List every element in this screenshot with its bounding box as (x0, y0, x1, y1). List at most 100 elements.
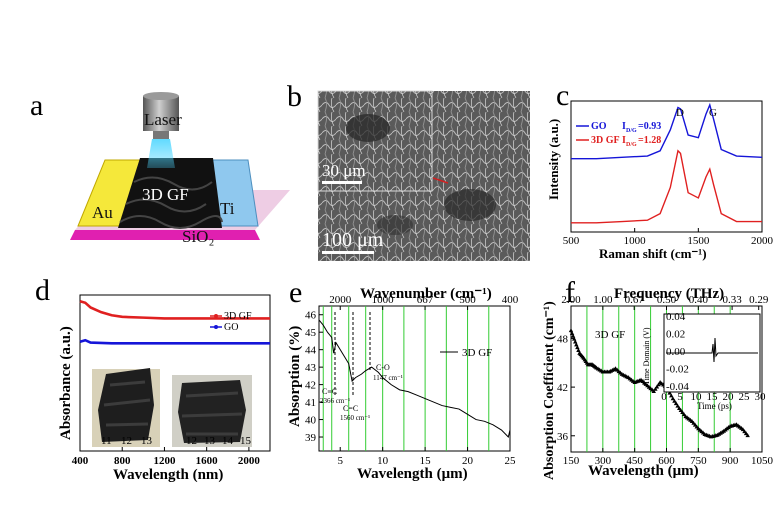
raman-legend-gf-val: =1.28 (638, 135, 661, 146)
raman-legend-go-i: I (622, 121, 626, 132)
absorption-series-line (318, 319, 511, 439)
absorbance-x-ticks: 400 800 1200 1600 2000 (72, 447, 260, 467)
panel-label-d: d (35, 274, 50, 307)
abscoef-point (653, 386, 658, 391)
ruler-number: 11 (101, 435, 112, 447)
panel-b: b 30 μm 100 μm (287, 80, 530, 261)
sem-scale-inset-bar (322, 181, 362, 184)
sio2-label: SiO₂ (182, 227, 214, 246)
absorption-top-tick-label: 2000 (329, 294, 352, 306)
inset-y-tick-label: 0.02 (666, 329, 685, 341)
panel-d: d 400 800 1200 1600 2000 Wavelength (nm) Abs… (35, 274, 271, 483)
absorption-x-tick-label: 10 (377, 455, 389, 467)
absorption-y-tick-label: 40 (305, 415, 317, 427)
photo-ruler-left: 11 12 13 (101, 435, 153, 447)
sem-scale-main-label: 100 μm (322, 229, 384, 251)
abscoef-y-tick-label: 48 (557, 333, 569, 345)
absorption-y-tick-label: 39 (305, 432, 317, 444)
annot-cc: C=C (343, 404, 358, 413)
absorption-x-ticks: 5 10 15 20 25 (337, 447, 516, 467)
absorption-x2label: Wavenumber (cm⁻¹) (360, 286, 492, 302)
raman-legend-gf-sub: D/G (626, 142, 637, 148)
inset-y-tick-label: -0.04 (666, 381, 689, 393)
absorption-ylabel: Absorption (%) (287, 326, 303, 427)
abscoef-point (651, 388, 656, 393)
panel-label-a: a (30, 89, 43, 122)
inset-x-tick-label: 0 (661, 391, 667, 403)
graphene-foam (118, 158, 222, 228)
panel-label-f: f (565, 276, 575, 309)
laser-label: Laser (144, 110, 182, 129)
panel-a: a Laser 3D GF Au Ti SiO₂ (30, 89, 290, 246)
inset-signal (666, 337, 758, 363)
abscoef-x-tick-label: 1050 (751, 455, 774, 467)
raman-legend-go: GO (591, 121, 607, 132)
au-label: Au (92, 203, 113, 222)
absorption-top-ticks: 2000 1000 667 500 400 (329, 294, 519, 310)
abscoef-y-tick-label: 36 (557, 431, 569, 443)
absorbance-x-tick-label: 400 (72, 455, 89, 467)
inset-ticks: 0 5 10 15 20 25 30 0.04 0.02 0.00 -0.02 -0.04 (661, 311, 766, 403)
ti-label: Ti (220, 199, 235, 218)
panel-label-c: c (556, 79, 569, 112)
inset-x-tick-label: 5 (677, 391, 683, 403)
absorbance-legend-go: GO (224, 322, 238, 333)
absorption-x-tick-label: 15 (420, 455, 432, 467)
abscoef-point (672, 398, 677, 403)
raman-legend-gf: 3D GF (591, 135, 620, 146)
absorption-y-tick-label: 43 (305, 362, 317, 374)
absorption-top-tick-label: 667 (417, 294, 434, 306)
ruler-number: 13 (141, 435, 153, 447)
absorbance-legend-gf: 3D GF (224, 311, 252, 322)
raman-x-tick-label: 500 (563, 235, 580, 247)
abscoef-xlabel: Wavelength (μm) (588, 463, 699, 479)
abscoef-x-tick-label: 450 (626, 455, 643, 467)
abscoef-point (667, 390, 672, 395)
inset-x-tick-label: 10 (691, 391, 703, 403)
raman-ylabel: Intensity (a.u.) (546, 119, 561, 200)
absorbance-x-tick-label: 1200 (153, 455, 176, 467)
inset-y-tick-label: 0.04 (666, 311, 686, 323)
abscoef-legend: 3D GF (595, 329, 625, 341)
panel-label-b: b (287, 80, 302, 113)
annot-co-wn: 1147 cm⁻¹ (373, 374, 403, 382)
substrate-slab (70, 230, 260, 240)
absorbance-plot-frame (79, 294, 271, 452)
absorption-y-tick-label: 44 (305, 345, 317, 357)
inset-x-tick-label: 25 (739, 391, 751, 403)
absorbance-x-tick-label: 800 (114, 455, 131, 467)
raman-x-tick-label: 1500 (687, 235, 710, 247)
raman-plot-frame (570, 100, 763, 233)
abscoef-point (673, 401, 679, 406)
absorption-legend: 3D GF (462, 347, 492, 359)
abscoef-top-tick-label: 0.40 (689, 294, 709, 306)
inset-x-tick-label: 15 (707, 391, 719, 403)
absorption-plot-frame (318, 305, 511, 452)
panel-c: c 500 1000 1500 2000 Raman shift (cm⁻¹) Int… (546, 79, 774, 261)
raman-legend-go-sub: D/G (626, 128, 637, 134)
abscoef-point (670, 396, 676, 401)
abscoef-x-tick-label: 900 (722, 455, 739, 467)
abscoef-x-ticks: 150 300 450 600 750 900 1050 (563, 448, 774, 467)
inset-xlabel: Time (ps) (697, 401, 732, 411)
panel-label-e: e (289, 276, 302, 309)
ruler-number: 12 (121, 435, 132, 447)
abscoef-point (745, 433, 750, 438)
absorption-line (318, 319, 511, 439)
absorption-x-tick-label: 20 (462, 455, 474, 467)
abscoef-point (568, 328, 574, 333)
panel-e: e 5 10 15 20 25 2000 1000 667 500 400 46 45 44 43 42… (287, 276, 519, 482)
raman-x-tick-label: 2000 (751, 235, 774, 247)
absorption-top-tick-label: 1000 (372, 294, 395, 306)
raman-xlabel: Raman shift (cm⁻¹) (599, 246, 707, 261)
absorbance-series-line (79, 299, 270, 320)
laser-head (143, 96, 179, 131)
raman-legend-go-val: =0.93 (638, 121, 661, 132)
raman-legend-gf-i: I (622, 135, 626, 146)
absorption-xlabel: Wavelength (μm) (357, 466, 468, 482)
raman-series-line (571, 102, 763, 160)
ruler-number: 13 (204, 435, 216, 447)
inset-x-tick-label: 20 (723, 391, 735, 403)
annot-ccc: C≡C (322, 387, 337, 396)
